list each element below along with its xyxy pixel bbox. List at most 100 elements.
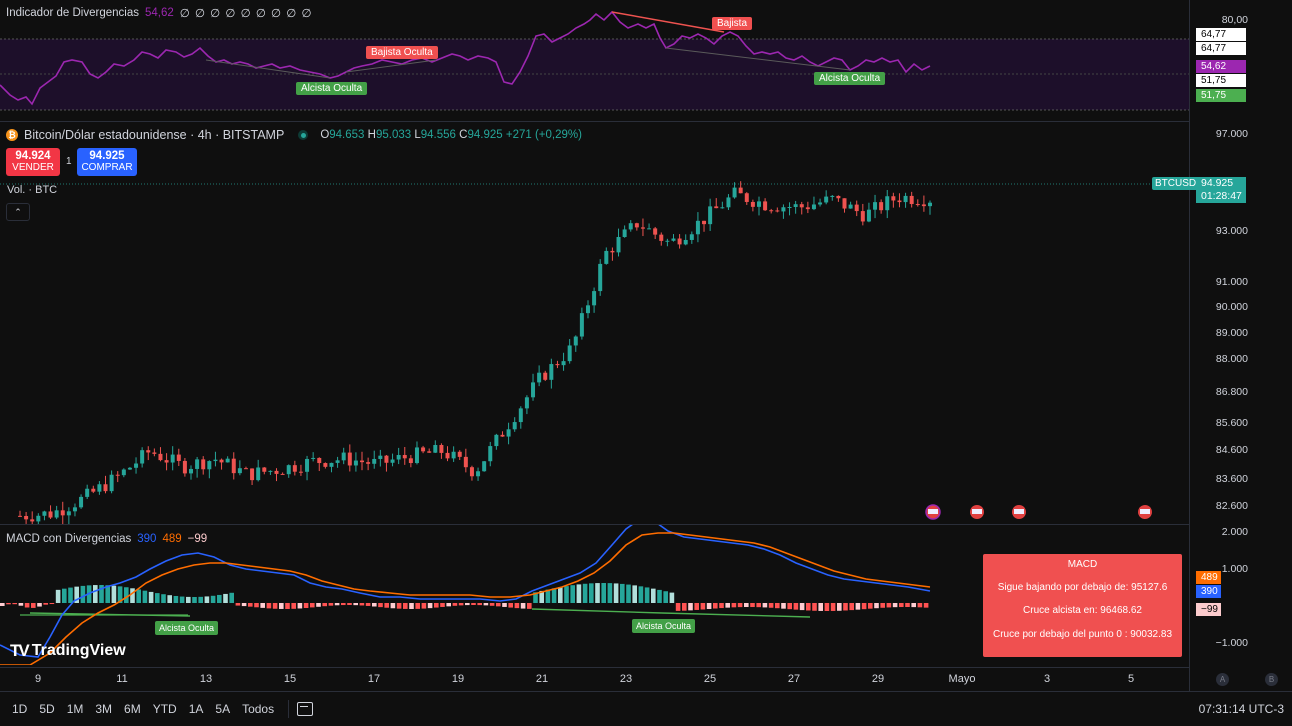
macd-histogram-bar <box>68 587 73 603</box>
candle-body <box>756 201 761 207</box>
timeframe-button[interactable]: 1A <box>188 702 204 716</box>
macd-histogram-bar <box>713 603 718 609</box>
macd-histogram-bar <box>899 603 904 608</box>
time-axis-label: Mayo <box>948 673 976 685</box>
macd-histogram-bar <box>148 591 154 603</box>
symbol-name[interactable]: Bitcoin/Dólar estadounidense · 4h · BITS… <box>24 128 285 142</box>
macd-histogram-bar <box>589 583 594 603</box>
timeframe-button[interactable]: 6M <box>124 702 141 716</box>
rsi-value-tag: 51,75 <box>1196 74 1246 87</box>
candle-body <box>677 238 682 245</box>
macd-histogram-bar <box>179 596 185 603</box>
timeframe-button[interactable]: Todos <box>242 702 275 716</box>
collapse-chevron-icon[interactable]: ⌃ <box>6 203 30 221</box>
candle-body <box>604 250 609 264</box>
buy-button[interactable]: 94.925 COMPRAR <box>77 148 137 176</box>
macd-histogram-bar <box>917 603 923 608</box>
candle-body <box>928 202 932 207</box>
rsi-value-tag: 51,75 <box>1196 89 1246 102</box>
time-axis-label: 11 <box>116 673 128 685</box>
candle-body <box>866 209 871 222</box>
candle-body <box>292 465 297 472</box>
sell-button[interactable]: 94.924 VENDER <box>6 148 60 176</box>
macd-histogram-bar <box>440 603 445 607</box>
change-value: +271 (+0,29%) <box>505 129 582 141</box>
macd-histogram-bar <box>886 603 892 608</box>
timeframe-button[interactable]: 1D <box>12 702 28 716</box>
macd-info-title: MACD <box>1067 559 1098 570</box>
candle-body <box>286 465 291 475</box>
log-scale-icon[interactable]: B <box>1265 673 1278 686</box>
macd-histogram-bar <box>111 585 117 603</box>
macd-histogram-bar <box>843 603 848 611</box>
macd-histogram-bar <box>396 603 402 609</box>
timeframe-button[interactable]: 1M <box>66 702 84 716</box>
macd-histogram-bar <box>626 584 631 603</box>
candle-body <box>695 220 700 235</box>
macd-axis-label: 1.000 <box>1221 563 1248 575</box>
price-axis-label: 91.000 <box>1215 276 1248 288</box>
auto-scale-icon[interactable]: A <box>1216 673 1229 686</box>
candle-body <box>18 515 22 517</box>
macd-histogram-bar <box>347 603 352 606</box>
macd-histogram-bar <box>558 587 563 603</box>
macd-histogram-bar <box>384 603 389 608</box>
macd-histogram-bar <box>328 603 334 606</box>
candle-body <box>109 474 114 492</box>
o-label: O <box>320 129 330 141</box>
last-price-tag: 94.925 01:28:47 <box>1196 177 1246 203</box>
macd-histogram-bar <box>452 603 458 606</box>
macd-histogram-bar <box>818 603 823 611</box>
candle-body <box>775 210 780 212</box>
candle-body <box>921 204 926 207</box>
pane-separator <box>0 121 1190 122</box>
timeframe-button[interactable]: 5D <box>39 702 55 716</box>
candle-body <box>439 445 444 453</box>
candle-body <box>897 200 902 203</box>
candle-body <box>103 484 108 492</box>
macd-histogram-bar <box>161 594 166 603</box>
close-value: 94.925 <box>467 129 503 141</box>
macd-histogram-bar <box>824 603 830 611</box>
macd-histogram-bar <box>911 603 916 608</box>
time-axis-line <box>0 667 1190 668</box>
candle-body <box>353 460 358 466</box>
tradingview-logo: TV TradingView <box>10 641 126 661</box>
timeframe-button[interactable]: YTD <box>152 702 177 716</box>
candle-body <box>873 202 878 210</box>
ticker-tag: BTCUSD <box>1152 177 1200 190</box>
timeframe-button[interactable]: 3M <box>95 702 113 716</box>
timeframe-button[interactable]: 5A <box>215 702 231 716</box>
time-axis-label: 29 <box>871 673 885 685</box>
macd-histogram-bar <box>415 603 420 609</box>
candle-body <box>689 234 694 240</box>
candle-body <box>317 457 322 464</box>
candle-body <box>427 451 432 453</box>
clock[interactable]: 07:31:14 UTC-3 <box>1198 702 1284 716</box>
macd-histogram-bar <box>682 603 687 611</box>
macd-legend: MACD con Divergencias 390 489 −99 <box>6 533 207 545</box>
candle-body <box>127 467 132 470</box>
macd-histogram-bar <box>750 603 755 608</box>
macd-histogram-bar <box>390 603 396 609</box>
candle-body <box>531 382 536 398</box>
candle-body <box>647 228 652 230</box>
price-axis-label: 85.600 <box>1215 417 1248 429</box>
rsi-line <box>0 10 931 106</box>
macd-histogram-bar <box>861 603 867 610</box>
date-range-icon[interactable] <box>297 702 314 716</box>
candle-body <box>805 207 810 210</box>
macd-histogram-bar <box>0 603 5 606</box>
candle-body <box>915 204 920 206</box>
candle-body <box>225 458 230 463</box>
candle-body <box>769 210 774 212</box>
macd-histogram-bar <box>632 585 637 603</box>
macd-histogram-bar <box>892 603 898 608</box>
macd-histogram-bar <box>372 603 377 607</box>
macd-histogram-bar <box>669 592 675 603</box>
macd-histogram-bar <box>744 603 749 608</box>
macd-histogram-bar <box>254 603 259 608</box>
macd-histogram-bar <box>582 583 588 603</box>
macd-histogram-bar <box>694 603 699 610</box>
macd-histogram-bar <box>49 603 55 605</box>
